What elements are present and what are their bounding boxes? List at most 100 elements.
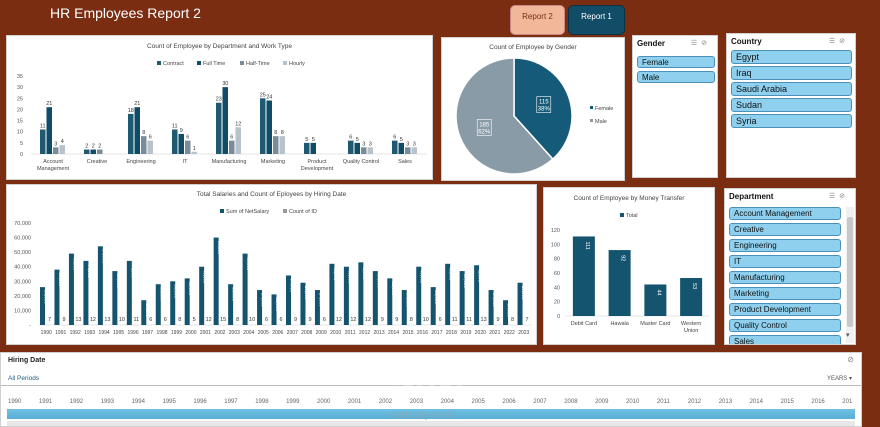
count-label: 13 (104, 317, 110, 323)
timeline-year[interactable]: 1997 (224, 399, 238, 405)
timeline-year[interactable]: 2001 (347, 399, 362, 405)
report-2-button[interactable]: Report 2 (510, 5, 565, 35)
timeline-level-dropdown[interactable]: YEARS ▾ (826, 376, 852, 382)
legend-label: Sum of NetSalary (226, 209, 269, 215)
slicer-item-male[interactable]: Male (637, 71, 715, 83)
timeline-year[interactable]: 1998 (255, 399, 269, 405)
count-label: 15 (220, 317, 226, 323)
y-tick-label: 20 (17, 107, 23, 113)
slicer-item-sales[interactable]: Sales (729, 335, 841, 344)
slicer-item-sudan[interactable]: Sudan (731, 98, 852, 112)
slicer-item-female[interactable]: Female (637, 56, 715, 68)
slicer-item-egypt[interactable]: Egypt (731, 50, 852, 64)
y-tick-label: 70,000 (14, 221, 31, 227)
legend-swatch (283, 209, 287, 213)
x-tick-label: Debit Card (571, 321, 597, 327)
x-tick-label: 1990 (41, 330, 52, 336)
timeline-year[interactable]: 201 (842, 399, 853, 405)
data-label: 44,000 (87, 264, 92, 278)
data-label: 21 (46, 101, 52, 107)
count-label: 11 (133, 317, 139, 323)
slicer-item-marketing[interactable]: Marketing (729, 287, 841, 300)
slicer-item-manufacturing[interactable]: Manufacturing (729, 271, 841, 284)
timeline-year[interactable]: 1993 (100, 399, 115, 405)
clear-filter-icon[interactable]: ⊘ (847, 355, 854, 364)
x-tick-label: Manufacturing (212, 159, 247, 165)
multi-select-icon[interactable]: ☰⊘ (828, 193, 849, 200)
y-tick-label: 20 (554, 300, 560, 306)
data-label: 4 (61, 139, 64, 145)
count-label: 9 (381, 317, 384, 323)
slicer-item-account-management[interactable]: Account Management (729, 207, 841, 220)
slicer-item-syria[interactable]: Syria (731, 114, 852, 128)
data-label: 44,000 (130, 264, 135, 278)
data-label: 42,000 (449, 267, 454, 281)
bar (53, 147, 59, 154)
timeline-year[interactable]: 2013 (718, 399, 733, 405)
timeline-year[interactable]: 2010 (626, 399, 640, 405)
y-tick-label: 50,000 (14, 250, 31, 256)
count-label: 12 (350, 317, 356, 323)
timeline-year[interactable]: 2016 (811, 399, 825, 405)
timeline-year[interactable]: 2008 (564, 399, 578, 405)
gender-chart-panel: Count of Employee by Gender 115 38% 185 62%… (441, 37, 625, 181)
timeline-year[interactable]: 2009 (595, 399, 609, 405)
timeline-year[interactable]: 2011 (656, 399, 670, 405)
slicer-item-quality-control[interactable]: Quality Control (729, 319, 841, 332)
timeline-year[interactable]: 1996 (193, 399, 207, 405)
y-tick-label: 60,000 (14, 236, 31, 242)
x-tick-label: Product (308, 159, 327, 165)
count-label: 12 (206, 317, 212, 323)
slicer-item-it[interactable]: IT (729, 255, 841, 268)
legend-swatch (240, 61, 244, 65)
slicer-scrollbar[interactable]: ▾ (846, 207, 854, 343)
slicer-item-product-development[interactable]: Product Development (729, 303, 841, 316)
bar (329, 263, 335, 325)
timeline-year[interactable]: 2015 (780, 399, 794, 405)
timeline-year[interactable]: 2014 (749, 399, 763, 405)
timeline-year[interactable]: 2005 (471, 399, 485, 405)
timeline-year[interactable]: 1994 (131, 399, 145, 405)
timeline-year[interactable]: 1990 (8, 399, 22, 405)
report-1-button[interactable]: Report 1 (568, 5, 625, 35)
count-label: 11 (452, 317, 458, 323)
timeline-year[interactable]: 2004 (440, 399, 454, 405)
x-tick-label: 2019 (460, 330, 471, 336)
timeline-year[interactable]: 2003 (409, 399, 424, 405)
x-tick-label: 2010 (330, 330, 341, 336)
bar (191, 151, 197, 154)
timeline-year[interactable]: 1991 (38, 399, 53, 405)
timeline-year[interactable]: 2006 (502, 399, 516, 405)
slicer-item-creative[interactable]: Creative (729, 223, 841, 236)
data-label: 24,000 (405, 293, 410, 307)
timeline-scrollbar[interactable] (7, 421, 855, 426)
legend-label: Contract (163, 61, 184, 67)
bar (392, 140, 398, 154)
scrollbar-thumb[interactable] (847, 217, 853, 327)
timeline-year[interactable]: 2000 (317, 399, 331, 405)
timeline-year[interactable]: 1992 (69, 399, 84, 405)
x-tick-label: 1992 (70, 330, 81, 336)
data-label: 6 (349, 135, 352, 141)
timeline-year[interactable]: 1995 (162, 399, 176, 405)
timeline-year[interactable]: 2002 (378, 399, 393, 405)
data-label: 29,000 (521, 286, 526, 300)
count-label: 6 (265, 317, 268, 323)
slicer-item-saudi-arabia[interactable]: Saudi Arabia (731, 82, 852, 96)
scroll-down-icon[interactable]: ▾ (846, 332, 850, 339)
timeline-bar[interactable] (7, 409, 855, 419)
multi-select-icon[interactable]: ☰⊘ (690, 40, 711, 47)
slicer-item-iraq[interactable]: Iraq (731, 66, 852, 80)
data-label: 8 (281, 130, 284, 136)
country-slicer: Country ☰⊘ Egypt Iraq Saudi Arabia Sudan… (726, 33, 856, 178)
count-label: 8 (236, 317, 239, 323)
timeline-year[interactable]: 2012 (687, 399, 702, 405)
timeline-year[interactable]: 2007 (533, 399, 547, 405)
bar (459, 271, 465, 325)
data-label: 2 (85, 144, 88, 150)
bar (343, 266, 349, 325)
timeline-year[interactable]: 1999 (286, 399, 300, 405)
slicer-item-engineering[interactable]: Engineering (729, 239, 841, 252)
multi-select-icon[interactable]: ☰⊘ (828, 38, 849, 45)
